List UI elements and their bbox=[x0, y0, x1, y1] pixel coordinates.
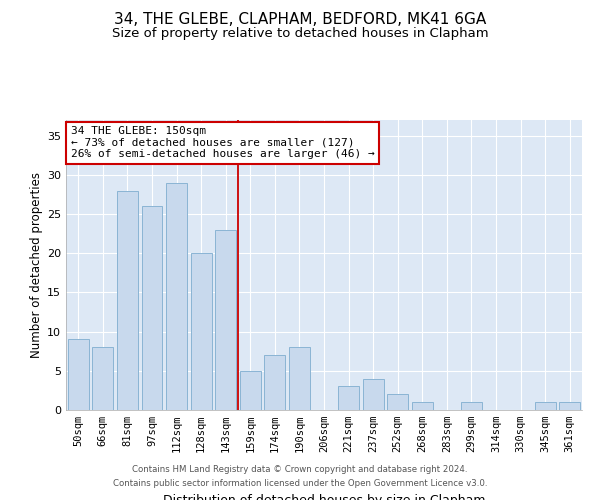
Bar bbox=[387, 394, 408, 410]
X-axis label: Distribution of detached houses by size in Clapham: Distribution of detached houses by size … bbox=[163, 494, 485, 500]
Text: 34 THE GLEBE: 150sqm
← 73% of detached houses are smaller (127)
26% of semi-deta: 34 THE GLEBE: 150sqm ← 73% of detached h… bbox=[71, 126, 374, 160]
Bar bbox=[289, 348, 310, 410]
Bar bbox=[535, 402, 556, 410]
Bar bbox=[166, 182, 187, 410]
Bar bbox=[559, 402, 580, 410]
Bar bbox=[265, 355, 286, 410]
Bar bbox=[412, 402, 433, 410]
Bar bbox=[215, 230, 236, 410]
Bar bbox=[117, 190, 138, 410]
Y-axis label: Number of detached properties: Number of detached properties bbox=[30, 172, 43, 358]
Bar bbox=[142, 206, 163, 410]
Text: 34, THE GLEBE, CLAPHAM, BEDFORD, MK41 6GA: 34, THE GLEBE, CLAPHAM, BEDFORD, MK41 6G… bbox=[114, 12, 486, 28]
Bar bbox=[68, 340, 89, 410]
Bar bbox=[191, 253, 212, 410]
Text: Contains HM Land Registry data © Crown copyright and database right 2024.
Contai: Contains HM Land Registry data © Crown c… bbox=[113, 466, 487, 487]
Bar bbox=[338, 386, 359, 410]
Bar bbox=[362, 378, 383, 410]
Bar bbox=[461, 402, 482, 410]
Text: Size of property relative to detached houses in Clapham: Size of property relative to detached ho… bbox=[112, 28, 488, 40]
Bar bbox=[240, 371, 261, 410]
Bar bbox=[92, 348, 113, 410]
